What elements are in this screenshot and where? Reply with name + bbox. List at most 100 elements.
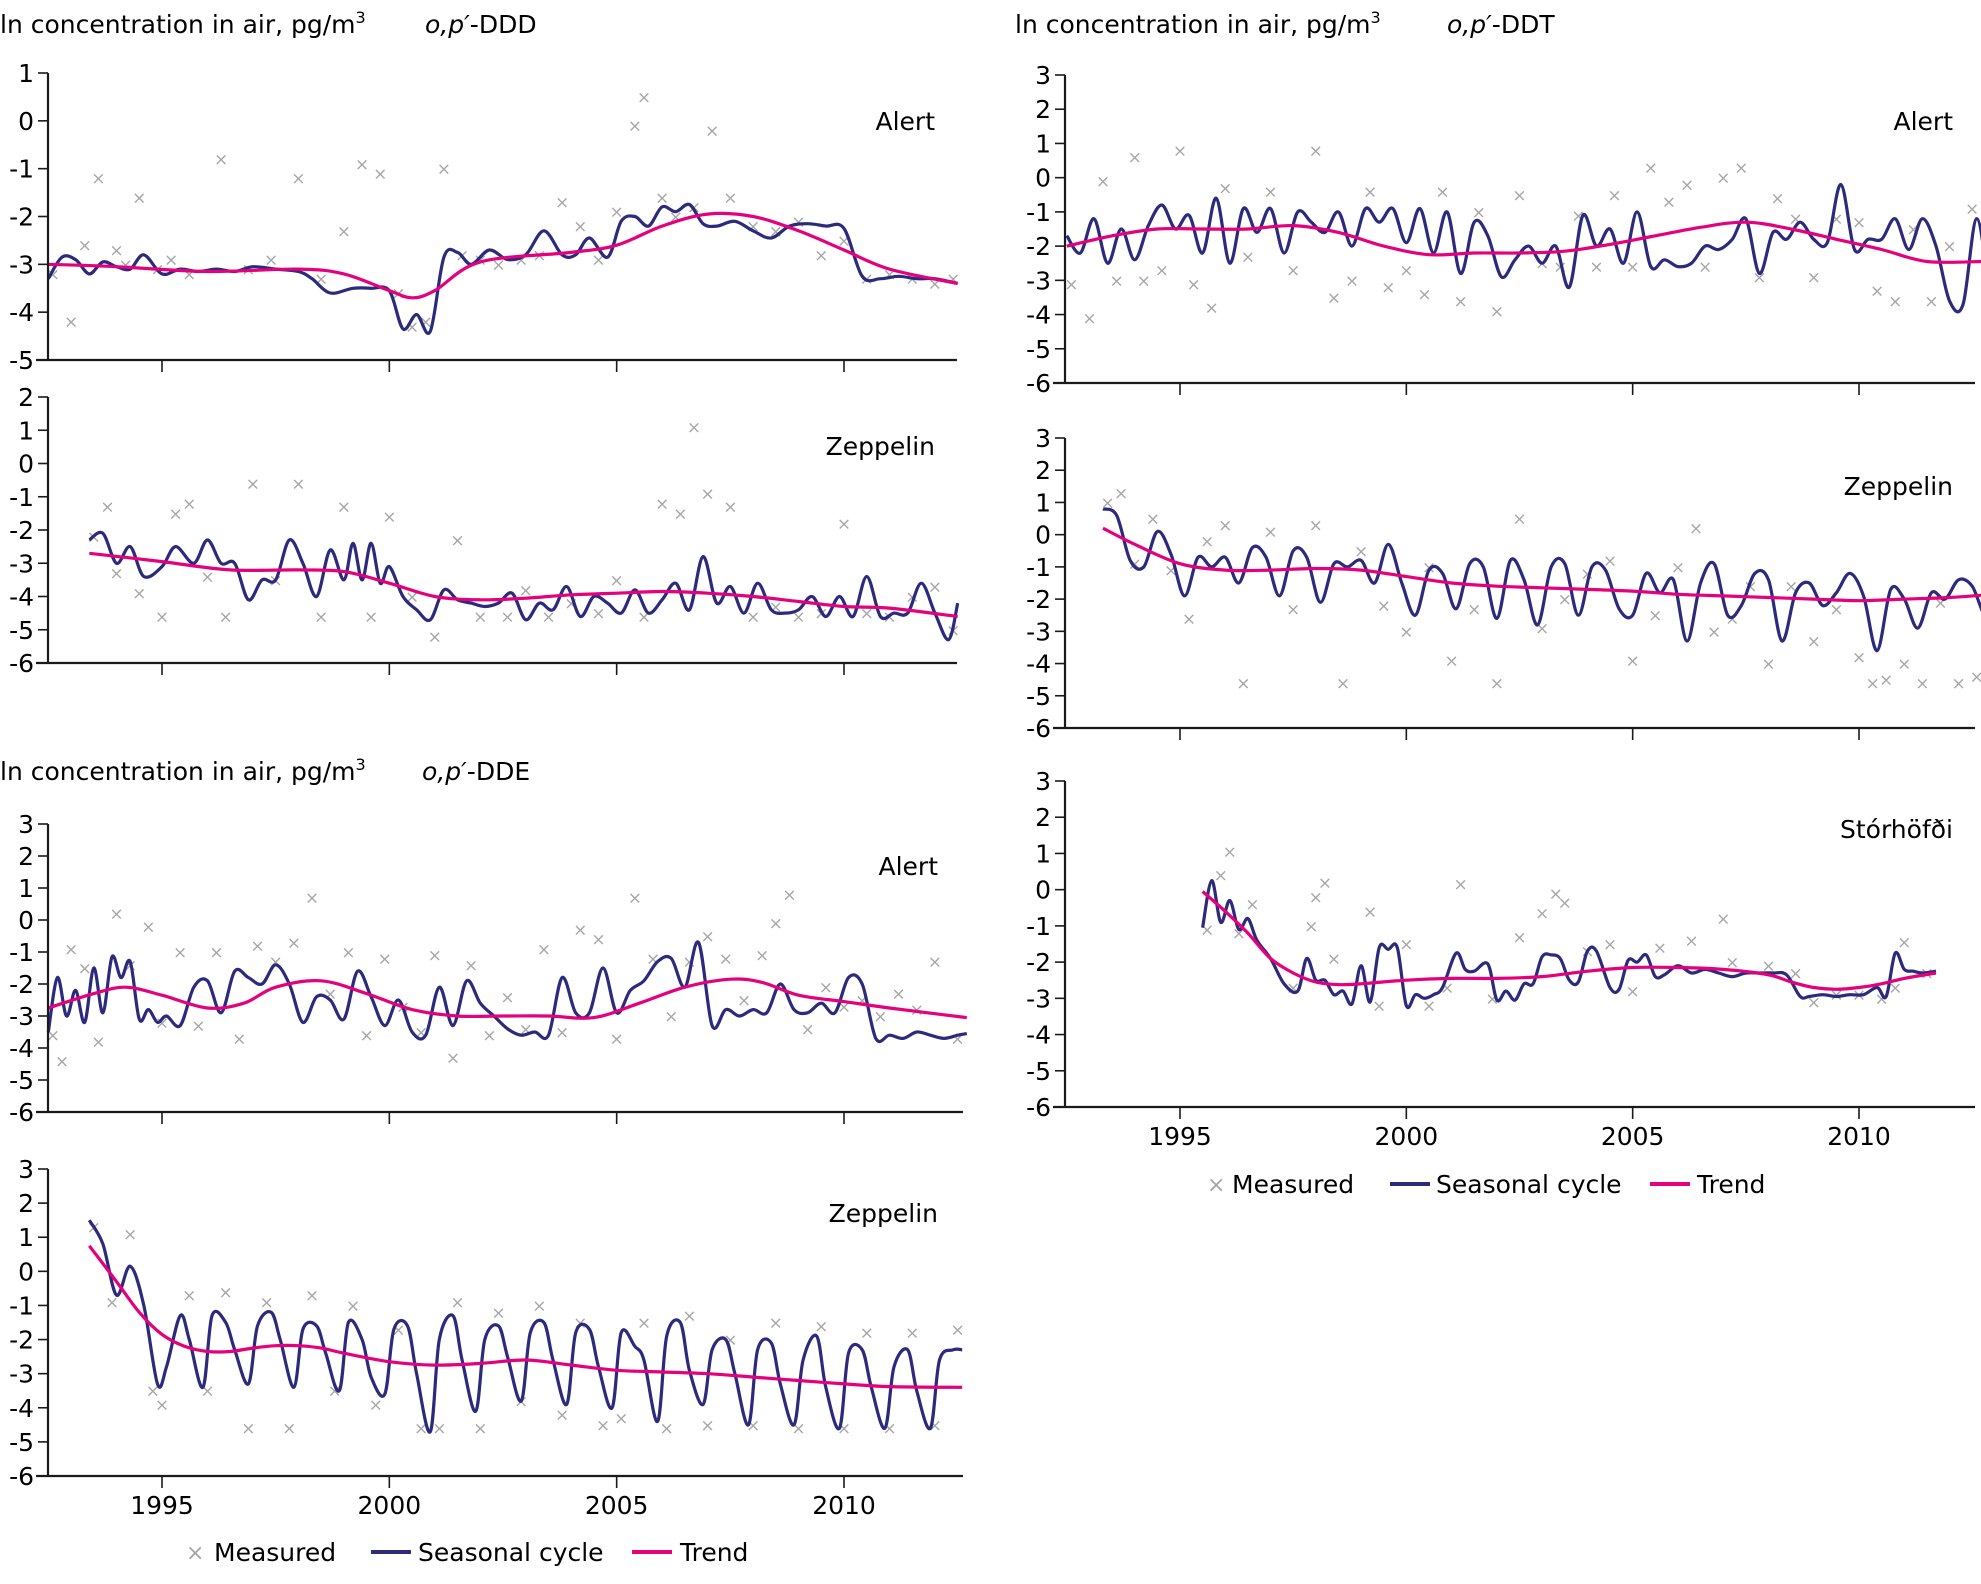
y-tick-label: -6 [9, 649, 34, 678]
y-tick-label: -5 [9, 346, 34, 375]
measured-point: × [132, 188, 146, 208]
measured-point: × [769, 914, 783, 934]
y-tick-label: 2 [18, 1189, 34, 1218]
measured-point: × [305, 1286, 319, 1306]
measured-point: × [1286, 600, 1300, 620]
seasonal-cycle-line [1102, 507, 1981, 653]
measured-point: × [723, 188, 737, 208]
measured-point: × [573, 921, 587, 941]
measured-point: × [200, 568, 214, 588]
measured-point: × [314, 607, 328, 627]
measured-point: × [64, 313, 78, 333]
measured-point: × [1734, 158, 1748, 178]
measured-points: ×××××××××××××××××××××× ××× ××× × ×× × × ×××× [1200, 843, 1934, 1017]
y-tick-label: -1 [1026, 198, 1051, 227]
measured-point: × [282, 1419, 296, 1439]
measured-point: × [1789, 964, 1803, 984]
y-tick-label: -2 [1026, 585, 1051, 614]
y-tick-label: -5 [9, 616, 34, 645]
y-tick-label: -3 [9, 1002, 34, 1031]
panel-opddt-strhfi: ×××××××××××××××××××××× ××× ××× × ×× × × ×××× 3 2 1… [1026, 767, 1975, 1151]
measured-point: × [232, 1029, 246, 1049]
measured-point: × [500, 988, 514, 1008]
measured-point: × [437, 160, 451, 180]
y-tick-label: 1 [18, 59, 34, 88]
y-tick-label: 3 [18, 810, 34, 839]
y-tick-label: -1 [1026, 553, 1051, 582]
measured-point: × [628, 117, 642, 137]
measured-point: × [1309, 141, 1323, 161]
y-tick-label: -4 [9, 583, 34, 612]
measured-point: × [1671, 558, 1685, 578]
y-tick-label: 1 [1035, 488, 1051, 517]
y-axis-label: ln concentration in air, pg/m3 [0, 755, 366, 786]
measured-point: × [1716, 910, 1730, 930]
measured-point: × [1589, 258, 1603, 278]
measured-point: × [591, 604, 605, 624]
y-tick-label: 0 [1035, 164, 1051, 193]
measured-point: × [55, 1052, 69, 1072]
y-tick-label: 1 [18, 416, 34, 445]
y-tick-label: 0 [18, 450, 34, 479]
y-tick-label: -3 [9, 250, 34, 279]
measured-point: × [337, 498, 351, 518]
measured-point: × [132, 584, 146, 604]
y-tick-label: -2 [1026, 232, 1051, 261]
measured-point: × [791, 212, 805, 232]
measured-point: × [369, 1395, 383, 1415]
measured-point: × [1725, 953, 1739, 973]
measured-point: × [1286, 261, 1300, 281]
compound-title: o,p′-DDD [425, 10, 537, 39]
measured-point: × [637, 1314, 651, 1334]
compound-title: o,p′-DDE [422, 757, 530, 786]
measured-point: × [359, 1026, 373, 1046]
measured-point: × [814, 246, 828, 266]
measured-point: × [769, 1314, 783, 1334]
measured-point: × [673, 504, 687, 524]
y-tick-label: -4 [9, 298, 34, 327]
measured-point: × [1897, 655, 1911, 675]
measured-point: × [1752, 268, 1766, 288]
measured-points: ××××××××××××××××××××××××××××××××××××××××… [46, 88, 960, 338]
x-tick-label: 1995 [1148, 1122, 1212, 1151]
y-tick-label: -2 [9, 516, 34, 545]
y-tick-label: 3 [1035, 61, 1051, 90]
y-tick-label: -3 [9, 549, 34, 578]
measured-point: × [614, 1409, 628, 1429]
y-tick-label: 2 [1035, 456, 1051, 485]
legend-measured-marker: × [186, 1541, 204, 1566]
y-tick-label: -4 [9, 1034, 34, 1063]
y-tick-label: 3 [1035, 424, 1051, 453]
measured-point: × [1205, 299, 1219, 319]
measured-point: × [782, 885, 796, 905]
y-tick-label: 0 [1035, 521, 1051, 550]
measured-point: × [1603, 935, 1617, 955]
measured-point: × [1865, 674, 1879, 694]
measured-point: × [209, 943, 223, 963]
measured-point: × [1761, 655, 1775, 675]
legend-left: × Measured Seasonal cycle Trend [186, 1538, 748, 1567]
measured-point: × [1110, 271, 1124, 291]
measured-point: × [1309, 516, 1323, 536]
measured-point: × [428, 627, 442, 647]
legend-measured-marker: × [1207, 1173, 1225, 1198]
measured-point: × [91, 1033, 105, 1053]
y-tick-label: -6 [1026, 714, 1051, 743]
y-tick-label: 0 [18, 906, 34, 935]
measured-point: × [1336, 674, 1350, 694]
measured-point: × [1173, 141, 1187, 161]
measured-point: × [555, 1406, 569, 1426]
y-tick-label: -6 [9, 1462, 34, 1491]
measured-point: × [519, 581, 533, 601]
measured-point: × [1363, 182, 1377, 202]
measured-point: × [1218, 516, 1232, 536]
legend-measured-label: Measured [214, 1538, 336, 1567]
legend-right: × Measured Seasonal cycle Trend [1207, 1170, 1765, 1199]
measured-point: × [169, 504, 183, 524]
panel-opddt-alert: × × × × × × × × × × × × × × × × × × × × × × × × × × × × × × × × × × × × × × × ×… [1026, 61, 1981, 398]
measured-point: × [1607, 186, 1621, 206]
measured-point: × [1684, 931, 1698, 951]
measured-point: × [687, 418, 701, 438]
trend-line [47, 977, 967, 1020]
y-tick-label: -5 [1026, 335, 1051, 364]
